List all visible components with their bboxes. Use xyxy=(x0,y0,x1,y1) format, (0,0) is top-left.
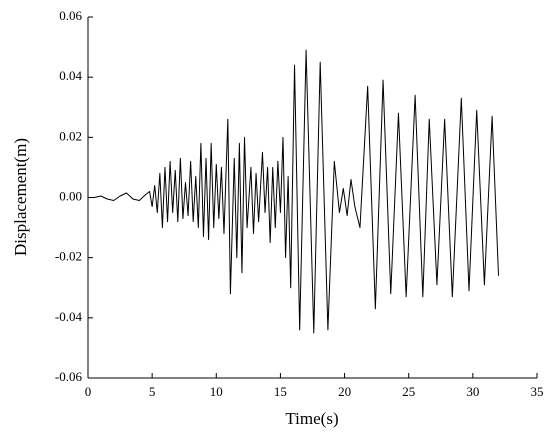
y-tick-label: -0.04 xyxy=(55,309,83,324)
y-axis-label: Displacement(m) xyxy=(11,138,30,256)
x-tick-label: 20 xyxy=(338,384,351,399)
x-tick-label: 25 xyxy=(402,384,415,399)
y-tick-label: 0.02 xyxy=(59,128,82,143)
y-tick-label: -0.06 xyxy=(55,369,83,384)
x-tick-label: 10 xyxy=(210,384,223,399)
x-tick-label: 0 xyxy=(85,384,92,399)
y-tick-label: 0.00 xyxy=(59,188,82,203)
x-tick-label: 5 xyxy=(149,384,156,399)
x-axis-label: Time(s) xyxy=(285,409,338,428)
x-tick-label: 30 xyxy=(466,384,479,399)
x-tick-label: 35 xyxy=(531,384,544,399)
y-tick-label: 0.04 xyxy=(59,68,82,83)
x-tick-label: 15 xyxy=(274,384,287,399)
y-tick-label: -0.02 xyxy=(55,249,82,264)
y-tick-label: 0.06 xyxy=(59,8,82,23)
line xyxy=(88,49,500,334)
